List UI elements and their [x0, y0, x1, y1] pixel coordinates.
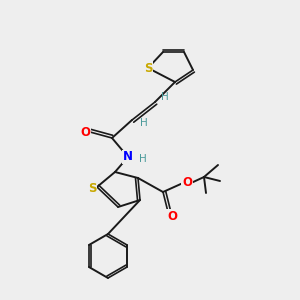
- Text: O: O: [167, 209, 177, 223]
- Text: O: O: [182, 176, 192, 190]
- Text: S: S: [144, 61, 152, 74]
- Text: H: H: [140, 118, 148, 128]
- Text: H: H: [161, 92, 169, 102]
- Text: S: S: [88, 182, 96, 194]
- Text: O: O: [80, 125, 90, 139]
- Text: N: N: [123, 151, 133, 164]
- Text: H: H: [139, 154, 147, 164]
